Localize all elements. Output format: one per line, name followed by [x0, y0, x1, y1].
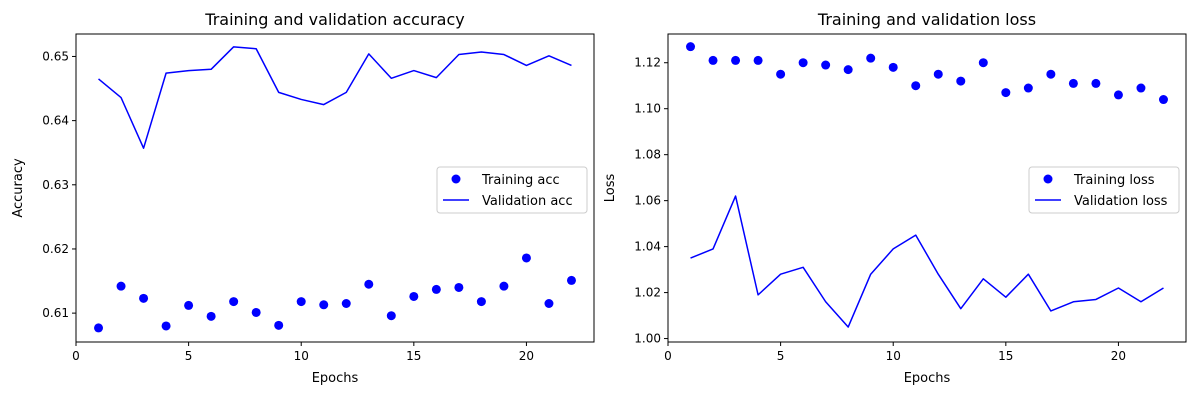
legend-box: [1028, 166, 1180, 214]
data-point: [566, 275, 576, 285]
data-point: [1113, 90, 1123, 100]
data-point: [454, 282, 464, 292]
y-axis-label: Loss: [603, 174, 618, 203]
x-tick-label: 15: [998, 349, 1013, 363]
x-tick-label: 5: [777, 349, 785, 363]
legend-marker-swatch: [451, 174, 461, 184]
data-point: [978, 58, 988, 68]
data-point: [521, 253, 531, 263]
data-point: [821, 60, 831, 70]
data-point: [1046, 69, 1056, 79]
data-point: [206, 311, 216, 321]
legend-box: [436, 166, 588, 214]
data-point: [798, 58, 808, 68]
data-point: [544, 299, 554, 308]
data-point: [94, 323, 104, 333]
y-tick-label: 1.06: [634, 194, 661, 208]
data-point: [933, 69, 943, 79]
data-point: [956, 76, 966, 86]
legend-item: Training loss: [1043, 173, 1155, 188]
chart-title: Training and validation loss: [817, 10, 1036, 29]
y-tick-label: 1.08: [634, 148, 661, 162]
legend-label: Training acc: [481, 173, 560, 188]
data-point: [229, 297, 239, 307]
accuracy-chart: Training and validation accuracy Epochs Ac…: [11, 10, 595, 386]
y-tick-label: 1.10: [634, 102, 661, 116]
data-point: [1068, 78, 1078, 88]
x-tick-label: 5: [185, 349, 193, 363]
data-point: [116, 281, 126, 291]
data-point: [731, 55, 741, 65]
y-tick-label: 1.00: [634, 332, 661, 346]
y-tick-label: 0.65: [42, 49, 69, 63]
y-tick-label: 1.02: [634, 286, 661, 300]
series-line-validation-acc: [98, 46, 572, 149]
data-point: [409, 291, 419, 301]
x-tick-label: 20: [519, 349, 534, 363]
data-point: [708, 55, 718, 65]
legend-label: Training loss: [1073, 173, 1155, 188]
data-point: [499, 281, 509, 291]
legend: Training loss Validation loss: [1028, 166, 1180, 214]
y-tick-label: 1.04: [634, 240, 661, 254]
data-point: [753, 55, 763, 65]
data-point: [161, 321, 171, 331]
data-point: [776, 69, 786, 79]
legend: Training acc Validation acc: [436, 166, 588, 214]
y-tick-label: 0.63: [42, 178, 69, 192]
data-point: [476, 297, 486, 307]
x-tick-label: 20: [1111, 349, 1126, 363]
data-point: [386, 311, 396, 321]
data-point: [1023, 83, 1033, 93]
x-tick-label: 10: [294, 349, 309, 363]
x-tick-label: 15: [406, 349, 421, 363]
data-point: [1158, 95, 1168, 105]
data-point: [1136, 83, 1146, 93]
data-point: [274, 320, 284, 330]
legend-label: Validation loss: [1074, 194, 1168, 209]
data-point: [341, 299, 351, 308]
y-axis-label: Accuracy: [11, 158, 26, 218]
data-point: [911, 81, 921, 91]
data-point: [888, 62, 898, 72]
data-point: [1091, 78, 1101, 88]
data-point: [686, 42, 696, 52]
plot-frame: [75, 33, 595, 343]
y-tick-label: 0.62: [42, 242, 69, 256]
y-tick-label: 0.64: [42, 114, 69, 128]
legend-item: Validation loss: [1035, 194, 1168, 209]
data-point: [1001, 88, 1011, 98]
x-tick-label: 0: [72, 349, 80, 363]
y-tick-label: 1.12: [634, 56, 661, 70]
legend-item: Training acc: [451, 173, 560, 188]
data-point: [364, 279, 374, 289]
x-axis-label: Epochs: [904, 371, 951, 386]
legend-marker-swatch: [1043, 174, 1053, 184]
legend-item: Validation acc: [443, 194, 573, 209]
legend-label: Validation acc: [482, 194, 573, 209]
data-point: [251, 307, 261, 317]
data-point: [139, 293, 149, 303]
x-tick-label: 10: [886, 349, 901, 363]
series-line-validation-loss: [690, 195, 1164, 328]
y-tick-label: 0.61: [42, 306, 69, 320]
data-point: [431, 284, 441, 294]
data-point: [843, 65, 853, 75]
data-point: [319, 300, 329, 310]
loss-chart: Training and validation loss Epochs Loss 0 5…: [603, 10, 1187, 386]
x-axis-label: Epochs: [312, 371, 359, 386]
x-tick-label: 0: [664, 349, 672, 363]
data-point: [184, 300, 194, 310]
data-point: [866, 53, 876, 63]
data-point: [296, 297, 306, 307]
plot-frame: [667, 33, 1187, 343]
chart-title: Training and validation accuracy: [204, 10, 464, 29]
